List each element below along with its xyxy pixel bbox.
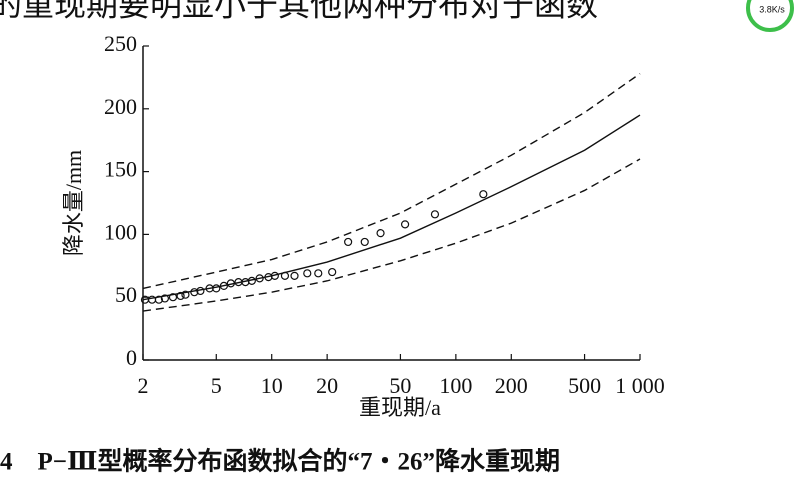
y-tick-label: 200 — [104, 94, 137, 119]
point — [176, 291, 185, 301]
y-axis-label: 降水量/mm — [61, 150, 86, 256]
y-tick-label: 250 — [104, 31, 137, 56]
x-tick-label: 20 — [316, 373, 338, 398]
y-tick-label: 150 — [104, 157, 137, 182]
point — [190, 288, 199, 297]
x-tick-label: 2 — [138, 373, 149, 398]
x-tick-label: 500 — [568, 373, 601, 398]
point — [168, 293, 178, 302]
point — [219, 281, 229, 290]
caption: 4 P−Ⅲ型概率分布函数拟合的“7・26”降水重现期 — [0, 447, 560, 476]
point — [328, 267, 337, 277]
point — [344, 237, 353, 247]
point — [303, 269, 312, 278]
point — [360, 237, 369, 247]
x-axis-label: 重现期/a — [359, 395, 441, 420]
line — [142, 114, 641, 301]
x-tick-label: 10 — [261, 373, 283, 398]
point — [314, 269, 323, 278]
line — [142, 158, 641, 312]
speed-badge — [746, 0, 794, 32]
point — [247, 276, 256, 285]
y-tick-label: 100 — [104, 219, 137, 244]
point — [290, 271, 299, 280]
x-tick-label: 5 — [211, 373, 222, 398]
point — [147, 295, 157, 304]
point — [270, 271, 279, 280]
y-tick-label: 50 — [115, 282, 137, 307]
point — [196, 286, 205, 296]
point — [255, 274, 264, 283]
point — [479, 190, 488, 199]
point — [430, 210, 440, 219]
y-tick-label: 0 — [126, 345, 137, 370]
line — [142, 73, 641, 290]
point — [181, 290, 190, 299]
x-tick-label: 200 — [495, 373, 528, 398]
x-tick-label: 50 — [389, 373, 411, 398]
point — [154, 295, 164, 304]
top-text: 的重现期要明显小于其他两种分布对于函数 — [0, 0, 598, 22]
point — [226, 279, 235, 288]
point — [160, 294, 169, 303]
point — [400, 220, 410, 229]
speed-badge-text: 3.8K/s — [759, 4, 785, 14]
point — [376, 229, 385, 238]
x-tick-label: 1 000 — [615, 373, 665, 398]
point — [280, 271, 290, 280]
x-tick-label: 100 — [439, 373, 472, 398]
point — [212, 284, 221, 293]
